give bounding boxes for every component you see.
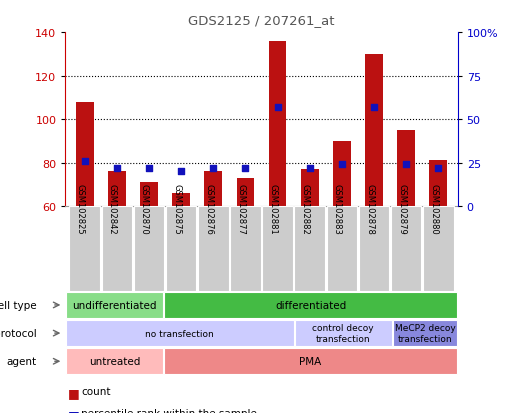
Text: agent: agent — [6, 356, 37, 366]
Text: GSM102875: GSM102875 — [172, 184, 181, 234]
Bar — [269, 42, 287, 206]
Text: GSM102876: GSM102876 — [204, 184, 213, 235]
Bar — [70, 206, 100, 291]
Point — [145, 165, 153, 172]
Text: GSM102881: GSM102881 — [269, 184, 278, 234]
Text: undifferentiated: undifferentiated — [72, 300, 157, 310]
Bar — [66, 320, 293, 346]
Text: GSM102825: GSM102825 — [76, 184, 85, 234]
Point — [177, 169, 185, 175]
Bar — [333, 141, 351, 206]
Text: differentiated: differentiated — [275, 300, 346, 310]
Bar — [101, 206, 132, 291]
Bar — [236, 178, 254, 206]
Text: cell type: cell type — [0, 300, 37, 310]
Text: GDS2125 / 207261_at: GDS2125 / 207261_at — [188, 14, 335, 27]
Bar — [108, 172, 126, 206]
Text: GSM102842: GSM102842 — [108, 184, 117, 234]
Bar — [423, 206, 453, 291]
Bar — [230, 206, 260, 291]
Point — [81, 158, 89, 165]
Text: GSM102879: GSM102879 — [397, 184, 406, 234]
Point — [434, 165, 442, 172]
Bar — [66, 292, 163, 318]
Text: untreated: untreated — [89, 356, 140, 366]
Bar — [359, 206, 389, 291]
Bar — [295, 320, 392, 346]
Text: ■: ■ — [68, 386, 79, 399]
Bar — [365, 55, 383, 206]
Text: GSM102882: GSM102882 — [301, 184, 310, 234]
Bar — [294, 206, 325, 291]
Point — [370, 104, 378, 111]
Bar — [326, 206, 357, 291]
Bar — [263, 206, 293, 291]
Bar — [391, 206, 422, 291]
Text: GSM102883: GSM102883 — [333, 184, 342, 235]
Bar — [172, 193, 190, 206]
Point — [209, 165, 218, 172]
Text: count: count — [81, 386, 110, 396]
Bar — [76, 102, 94, 206]
Bar — [166, 206, 197, 291]
Text: GSM102880: GSM102880 — [429, 184, 438, 234]
Point — [305, 165, 314, 172]
Text: percentile rank within the sample: percentile rank within the sample — [81, 408, 257, 413]
Text: GSM102878: GSM102878 — [365, 184, 374, 235]
Bar — [164, 292, 457, 318]
Point — [402, 161, 411, 168]
Bar — [198, 206, 229, 291]
Bar — [397, 131, 415, 206]
Text: ■: ■ — [68, 408, 79, 413]
Point — [241, 165, 249, 172]
Text: protocol: protocol — [0, 328, 37, 338]
Bar — [134, 206, 164, 291]
Bar — [393, 320, 457, 346]
Text: control decoy
transfection: control decoy transfection — [312, 324, 374, 343]
Text: no transfection: no transfection — [145, 329, 214, 338]
Bar — [66, 349, 163, 374]
Bar — [429, 161, 447, 206]
Text: GSM102870: GSM102870 — [140, 184, 149, 234]
Text: PMA: PMA — [299, 356, 322, 366]
Bar — [301, 170, 319, 206]
Point — [274, 104, 282, 111]
Bar — [204, 172, 222, 206]
Bar — [164, 349, 457, 374]
Text: MeCP2 decoy
transfection: MeCP2 decoy transfection — [394, 324, 456, 343]
Text: GSM102877: GSM102877 — [236, 184, 245, 235]
Point — [338, 161, 346, 168]
Bar — [140, 183, 158, 206]
Point — [112, 165, 121, 172]
